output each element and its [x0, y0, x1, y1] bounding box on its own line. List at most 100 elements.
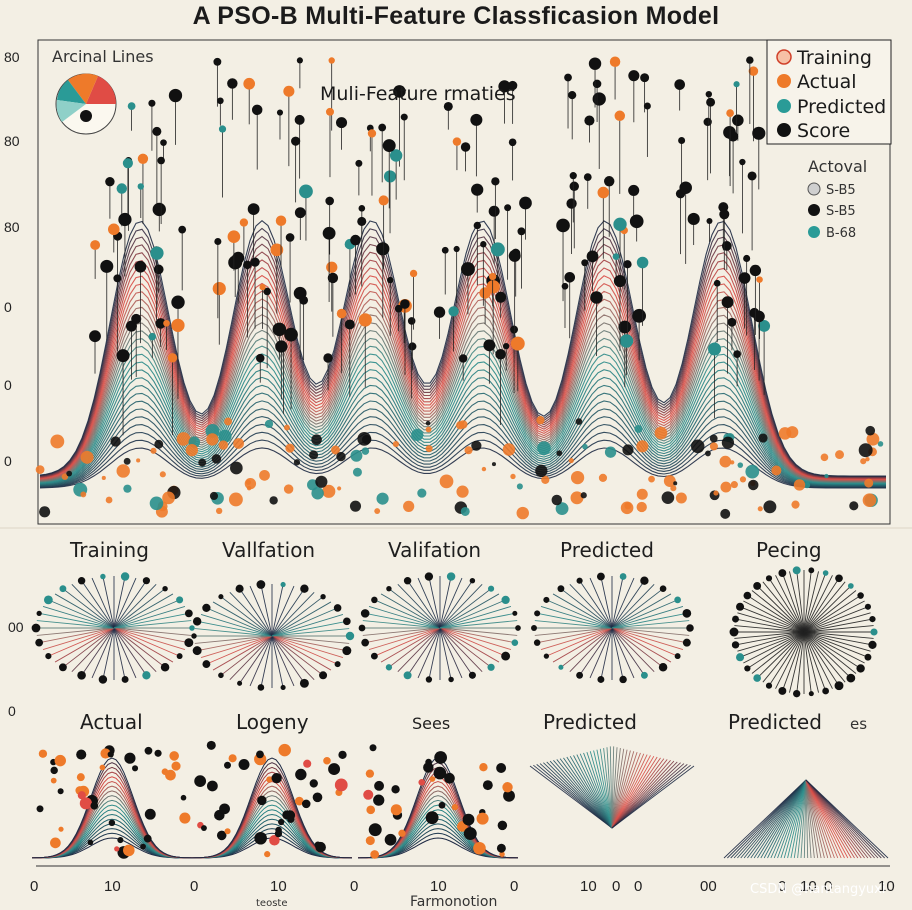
panel-ray [579, 580, 613, 629]
panel-ray [113, 627, 174, 663]
panel-ray [790, 779, 807, 859]
scatter-dot [648, 475, 655, 483]
scatter-dot [556, 450, 563, 457]
scatter-dot [495, 349, 506, 360]
panel-dot [468, 671, 476, 679]
panel-dot [778, 687, 787, 695]
panel-ray [362, 620, 441, 629]
panel-ray [611, 747, 618, 829]
scatter-dot [331, 445, 340, 455]
panel-ray [534, 620, 613, 629]
panel-ray [805, 779, 815, 859]
scatter-dot [294, 114, 305, 125]
scatter-dot [632, 308, 646, 323]
panel-dot [423, 762, 434, 773]
panel-ray [271, 620, 347, 637]
panel-ray [397, 583, 441, 629]
panel-dot [743, 591, 752, 600]
panel-dot [531, 625, 537, 631]
panel-dot [301, 799, 311, 809]
scatter-dot [726, 109, 734, 117]
panel-dot [207, 780, 218, 792]
panel-ray [556, 759, 613, 829]
scatter-dot [564, 73, 572, 82]
panel-dot [269, 834, 280, 846]
y-tick-label: 0 [4, 299, 12, 315]
scatter-dot [471, 440, 482, 451]
scatter-dot [149, 496, 164, 511]
panel-dot [194, 775, 207, 788]
inset-label: Arcinal Lines [52, 47, 154, 66]
panel-ray [611, 599, 678, 629]
panel-dot [314, 841, 322, 849]
panel-dot [295, 768, 307, 781]
scatter-dot [624, 502, 632, 510]
legend-marker-actual [777, 74, 791, 88]
panel-ray [611, 751, 638, 829]
panel-ray [805, 779, 822, 859]
panel-dot [202, 603, 211, 613]
panel-dot [90, 801, 99, 810]
scatter-dot [674, 79, 685, 90]
panel-ray [611, 756, 658, 829]
panel-ray [803, 631, 857, 674]
scatter-dot [491, 462, 496, 467]
scatter-dot [730, 481, 738, 489]
panel-ray [439, 580, 473, 629]
panel-dot [50, 777, 57, 784]
panel-dot [254, 831, 267, 845]
panel-dot [368, 823, 382, 837]
panel-dot [36, 610, 42, 616]
x-tick-label: 0 [510, 878, 518, 895]
panel-dot [619, 675, 627, 684]
panel-title: Predicted [543, 710, 637, 734]
panel-ray [439, 620, 518, 629]
panel-ray [566, 756, 613, 829]
scatter-dot [502, 443, 516, 456]
panel-ray [611, 747, 621, 829]
scatter-dot [89, 330, 101, 343]
small-axis-label: teoste [256, 898, 287, 909]
scatter-dot [720, 508, 731, 519]
panel-ray [536, 764, 613, 829]
wave-line [39, 423, 886, 488]
panel-ray [760, 779, 807, 859]
scatter-dot [461, 262, 475, 277]
panel-dot [192, 646, 202, 656]
scatter-dot [556, 218, 570, 233]
panel-ray [380, 627, 441, 663]
panel-ray [113, 627, 166, 668]
panel-ray [805, 779, 839, 859]
scatter-dot [460, 506, 470, 516]
panel-dot [334, 778, 348, 792]
scatter-dot [508, 249, 521, 262]
panel-dot [429, 776, 436, 782]
scatter-dot [113, 274, 122, 283]
pie-slice [56, 100, 86, 122]
panel-dot [370, 850, 379, 859]
scatter-dot [739, 476, 747, 483]
panel-ray [271, 601, 332, 637]
panel-ray [750, 779, 807, 859]
legend-label: Score [797, 120, 850, 142]
scatter-dot [569, 181, 579, 192]
scatter-dot [824, 473, 829, 479]
panel-dot [124, 752, 136, 764]
panel-dot [369, 744, 377, 752]
x-tick-label: 10 [580, 878, 597, 895]
panel-ray [417, 627, 441, 679]
panel-ray [611, 588, 664, 629]
scatter-dot [569, 172, 577, 180]
panel-ray [102, 576, 115, 629]
panel-ray [611, 763, 685, 829]
scatter-dot [403, 500, 415, 513]
panel-ray [803, 631, 871, 652]
panel-ray [212, 635, 273, 671]
scatter-dot [215, 507, 223, 515]
panel-ray [439, 627, 483, 673]
panel-ray [596, 749, 613, 829]
panel-dot [238, 759, 250, 770]
panel-dot [479, 763, 488, 772]
panel-ray [762, 581, 805, 633]
scatter-dot [336, 451, 346, 462]
